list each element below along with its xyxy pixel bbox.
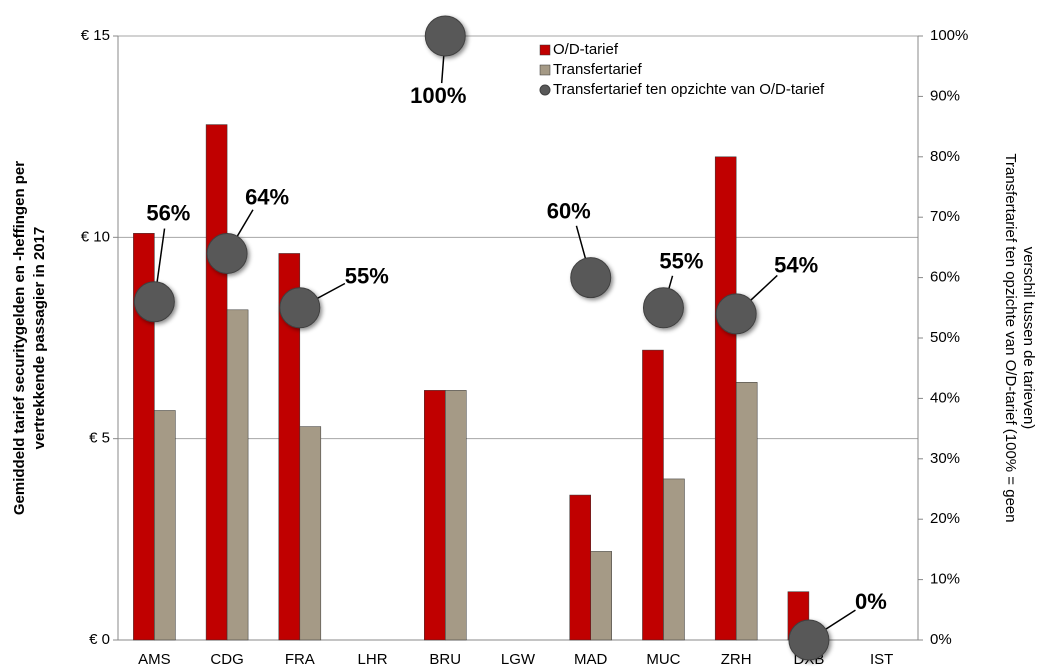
- point: [206, 232, 248, 274]
- y2-tick-label: 80%: [930, 148, 960, 165]
- y-tick-label: € 5: [89, 430, 110, 447]
- legend-swatch: [539, 84, 551, 96]
- x-tick-label: MUC: [646, 651, 680, 668]
- y-axis-title: vertrekkende passagier in 2017: [31, 227, 48, 450]
- y2-tick-label: 50%: [930, 329, 960, 346]
- y2-tick-label: 90%: [930, 87, 960, 104]
- bar: [663, 478, 685, 641]
- legend-label: O/D-tarief: [553, 41, 619, 58]
- y-axis-title: Gemiddeld tarief securitygelden en -heff…: [11, 161, 28, 515]
- y2-tick-label: 40%: [930, 389, 960, 406]
- bar: [642, 349, 664, 641]
- data-label: 60%: [547, 198, 591, 223]
- data-label: 100%: [410, 83, 466, 108]
- x-tick-label: CDG: [210, 651, 243, 668]
- bar: [569, 494, 591, 641]
- y2-tick-label: 60%: [930, 269, 960, 286]
- point: [133, 281, 175, 323]
- bar: [424, 390, 446, 641]
- y2-axis-title: Transfertarief ten opzichte van O/D-tari…: [1002, 153, 1019, 522]
- y-tick-label: € 10: [81, 228, 110, 245]
- y2-axis-title: verschil tussen de tarieven): [1020, 247, 1037, 430]
- bar: [154, 410, 176, 641]
- y2-tick-label: 0%: [930, 631, 952, 648]
- data-label: 64%: [245, 184, 289, 209]
- point: [788, 619, 830, 661]
- bar: [735, 382, 758, 641]
- y2-tick-label: 30%: [930, 450, 960, 467]
- data-label: 55%: [659, 249, 703, 274]
- legend-label: Transfertarief: [553, 61, 642, 78]
- y-tick-label: € 0: [89, 631, 110, 648]
- y2-tick-label: 10%: [930, 571, 960, 588]
- x-tick-label: LHR: [358, 651, 388, 668]
- point: [642, 287, 684, 329]
- data-label: 54%: [774, 253, 818, 278]
- x-tick-label: LGW: [501, 651, 536, 668]
- legend-swatch: [539, 44, 551, 56]
- bar: [299, 426, 322, 641]
- x-tick-label: AMS: [138, 651, 171, 668]
- data-label: 56%: [146, 201, 190, 226]
- legend-label: Transfertarief ten opzichte van O/D-tari…: [553, 81, 825, 98]
- bar: [226, 309, 249, 641]
- x-tick-label: FRA: [285, 651, 315, 668]
- x-tick-label: IST: [870, 651, 893, 668]
- point: [715, 293, 757, 335]
- y2-tick-label: 70%: [930, 208, 960, 225]
- point: [279, 287, 321, 329]
- point: [570, 257, 612, 299]
- bar: [714, 156, 737, 641]
- x-tick-label: ZRH: [721, 651, 752, 668]
- x-tick-label: MAD: [574, 651, 608, 668]
- bar: [205, 124, 228, 641]
- y2-tick-label: 20%: [930, 510, 960, 527]
- bar: [590, 551, 612, 641]
- bar: [445, 390, 467, 641]
- y2-tick-label: 100%: [930, 27, 968, 44]
- x-tick-label: BRU: [429, 651, 461, 668]
- y-tick-label: € 15: [81, 27, 110, 44]
- point: [424, 15, 466, 57]
- legend-swatch: [539, 64, 551, 76]
- data-label: 0%: [855, 589, 887, 614]
- data-label: 55%: [345, 264, 389, 289]
